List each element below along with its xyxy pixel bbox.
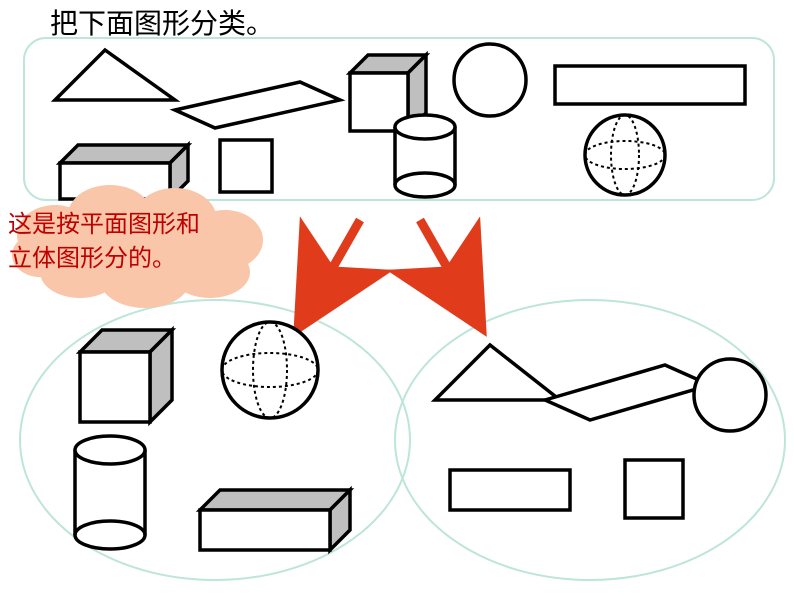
- sphere-icon: [222, 322, 318, 418]
- circle-icon: [694, 359, 766, 431]
- arrow-left: [320, 220, 360, 290]
- triangle-icon: [55, 50, 175, 100]
- speech-line1: 这是按平面图形和: [8, 211, 200, 238]
- triangle-icon: [435, 345, 560, 400]
- rectangle-icon: [555, 66, 745, 104]
- right-oval: [395, 300, 785, 580]
- cylinder-icon: [395, 115, 455, 197]
- cuboid-icon: [200, 490, 350, 550]
- circle-icon: [454, 44, 526, 116]
- cube-icon: [80, 330, 172, 422]
- speech-text: 这是按平面图形和 立体图形分的。: [8, 208, 200, 275]
- rectangle-icon: [450, 470, 570, 510]
- square-icon: [625, 460, 683, 518]
- cylinder-icon: [75, 436, 145, 549]
- parallelogram-icon: [545, 365, 710, 420]
- parallelogram-icon: [175, 82, 340, 128]
- sphere-icon: [585, 115, 665, 195]
- page-title: 把下面图形分类。: [50, 2, 274, 42]
- arrow-right: [420, 220, 460, 290]
- speech-line2: 立体图形分的。: [8, 245, 176, 272]
